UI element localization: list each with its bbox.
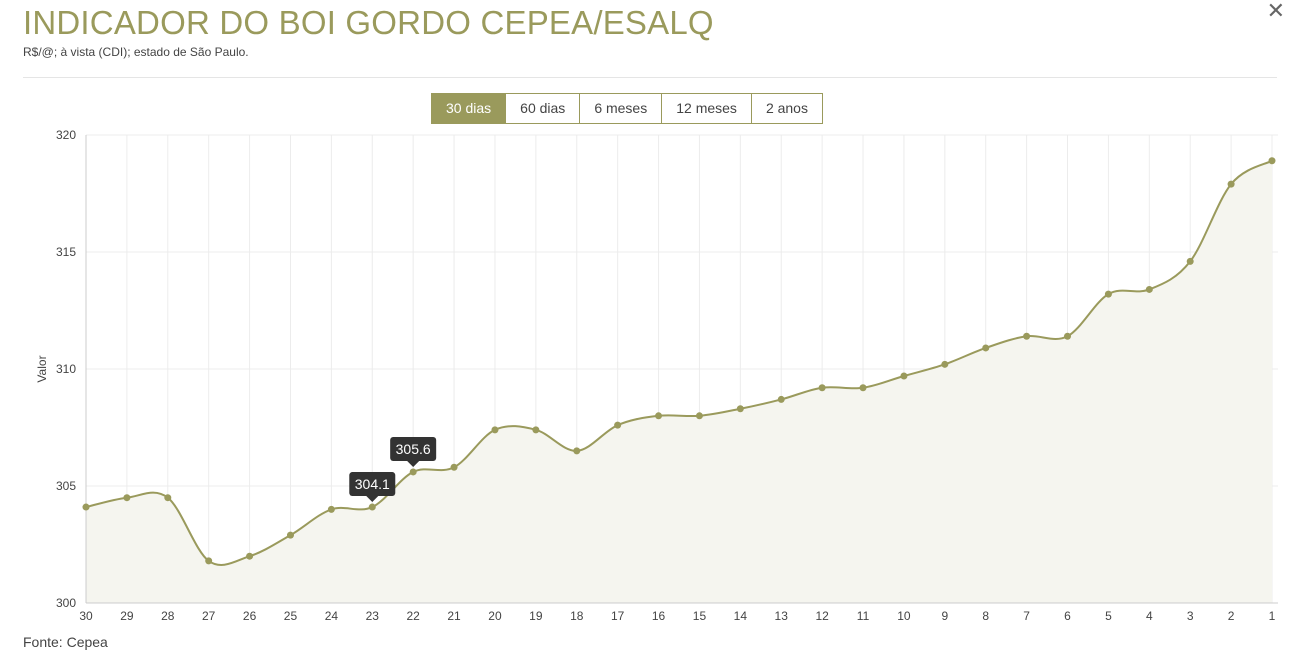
data-point [532,426,540,434]
x-tick-label: 17 [611,609,625,623]
data-point [491,426,499,434]
data-point [614,421,622,429]
tab-6-meses[interactable]: 6 meses [579,94,662,123]
tooltip-label: 304.1 [355,476,390,492]
data-point [573,447,581,455]
page-subtitle: R$/@; à vista (CDI); estado de São Paulo… [23,45,249,59]
data-point [655,412,663,420]
tab-30-dias[interactable]: 30 dias [432,94,506,123]
x-tick-label: 4 [1146,609,1153,623]
y-tick-label: 320 [56,128,76,142]
data-point [1104,290,1112,298]
x-tick-label: 11 [857,609,870,623]
x-tick-label: 28 [161,609,175,623]
x-tick-label: 2 [1228,609,1235,623]
x-tick-label: 1 [1269,609,1276,623]
data-point [777,395,785,403]
data-point [1186,257,1194,265]
x-tick-label: 6 [1064,609,1071,623]
x-tick-label: 13 [775,609,789,623]
y-tick-label: 305 [56,479,76,493]
data-point [409,468,417,476]
data-point [859,384,867,392]
tab-12-meses[interactable]: 12 meses [661,94,751,123]
y-tick-label: 300 [56,596,76,610]
y-axis-label: Valor [35,355,49,382]
x-tick-label: 22 [406,609,420,623]
x-tick-label: 25 [284,609,298,623]
tooltip-label: 305.6 [396,441,431,457]
data-point [900,372,908,380]
data-point [818,384,826,392]
x-tick-label: 21 [447,609,461,623]
data-point [246,552,254,560]
tooltip-box [390,436,437,461]
x-tick-label: 9 [941,609,948,623]
data-point [164,494,172,502]
x-tick-label: 7 [1023,609,1030,623]
y-tick-label: 310 [56,362,76,376]
data-point [1145,285,1153,293]
data-point [123,494,131,502]
data-point [1023,332,1031,340]
data-point [982,344,990,352]
source-note: Fonte: Cepea [23,634,108,650]
data-point [286,531,294,539]
tooltip-box [349,472,396,497]
data-point [205,557,213,565]
close-icon[interactable]: ✕ [1266,0,1285,23]
data-point [736,405,744,413]
data-point [450,463,458,471]
x-tick-label: 15 [693,609,707,623]
data-point [1064,332,1072,340]
data-point [941,360,949,368]
x-tick-label: 29 [120,609,134,623]
header-divider [23,77,1277,78]
data-point [327,505,335,513]
series-area [86,160,1272,604]
data-point [1268,157,1276,165]
x-tick-label: 16 [652,609,666,623]
x-tick-label: 30 [79,609,93,623]
y-tick-label: 315 [56,245,76,259]
series-line [85,159,1273,566]
tooltip-pointer [366,496,379,503]
x-tick-label: 19 [529,609,543,623]
tab-2-anos[interactable]: 2 anos [750,94,822,123]
tooltip-pointer [407,460,420,467]
x-tick-label: 27 [202,609,216,623]
page-title: INDICADOR DO BOI GORDO CEPEA/ESALQ [23,4,714,41]
data-point [695,412,703,420]
x-tick-label: 10 [897,609,911,623]
x-tick-label: 5 [1105,609,1112,623]
x-tick-label: 23 [366,609,380,623]
x-tick-label: 18 [570,609,584,623]
x-tick-label: 14 [734,609,748,623]
data-point [368,503,376,511]
x-tick-label: 24 [325,609,339,623]
x-tick-label: 26 [243,609,257,623]
x-tick-label: 8 [982,609,989,623]
data-point [82,503,90,511]
data-point [1227,180,1235,188]
tab-60-dias[interactable]: 60 dias [505,94,580,123]
period-tabs: 30 dias 60 dias 6 meses 12 meses 2 anos [431,93,823,124]
x-tick-label: 3 [1187,609,1194,623]
x-tick-label: 12 [815,609,829,623]
x-tick-label: 20 [488,609,502,623]
